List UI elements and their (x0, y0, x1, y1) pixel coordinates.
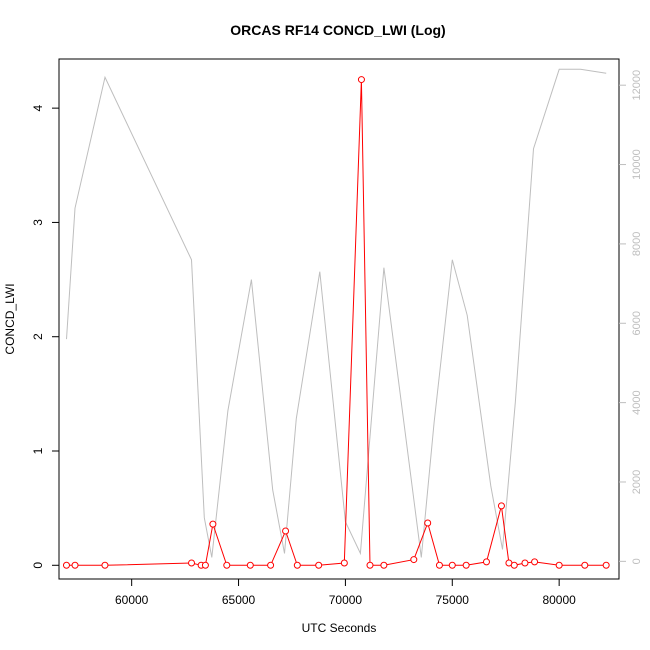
x-tick-label-1: 65000 (222, 593, 256, 607)
y-axis-right: 0 2000 4000 6000 8000 10000 12000 (619, 70, 643, 564)
y-right-tick-label-4: 8000 (631, 232, 643, 256)
y-tick-label-0: 0 (31, 562, 45, 569)
x-axis: 60000 65000 70000 75000 80000 (115, 579, 576, 607)
y-right-tick-label-6: 12000 (631, 70, 643, 101)
data-point-23 (497, 502, 505, 510)
y-tick-label-3: 3 (31, 219, 45, 226)
right-series-layer (66, 68, 607, 558)
data-point-21 (462, 561, 470, 569)
data-point-8 (246, 561, 254, 569)
y-right-tick-label-1: 2000 (631, 470, 643, 494)
chart-title: ORCAS RF14 CONCD_LWI (Log) (230, 22, 445, 38)
data-point-30 (602, 561, 610, 569)
y-tick-label-1: 1 (31, 447, 45, 454)
data-point-0 (62, 561, 70, 569)
data-point-19 (435, 561, 443, 569)
data-point-7 (223, 561, 231, 569)
data-point-6 (209, 520, 217, 528)
data-point-9 (267, 561, 275, 569)
data-point-18 (424, 519, 432, 527)
plot-frame (58, 58, 620, 580)
data-point-12 (315, 561, 323, 569)
x-axis-label: UTC Seconds (302, 621, 377, 635)
data-point-25 (510, 561, 518, 569)
x-tick-label-3: 75000 (436, 593, 470, 607)
data-point-15 (366, 561, 374, 569)
x-tick-label-0: 60000 (115, 593, 149, 607)
data-point-13 (340, 559, 348, 567)
y-tick-label-4: 4 (31, 104, 45, 111)
y-tick-label-2: 2 (31, 333, 45, 340)
series-line-left (66, 79, 607, 566)
data-point-3 (188, 559, 196, 567)
series-line-right (66, 68, 607, 558)
y-axis-left: 0 1 2 3 4 (31, 104, 59, 569)
y-right-tick-label-0: 0 (631, 558, 643, 564)
data-point-27 (531, 558, 539, 566)
x-tick-label-2: 70000 (329, 593, 363, 607)
y-axis-label: CONCD_LWI (3, 283, 17, 354)
data-point-22 (482, 558, 490, 566)
data-point-2 (101, 561, 109, 569)
data-point-20 (448, 561, 456, 569)
data-point-26 (521, 559, 529, 567)
data-point-11 (293, 561, 301, 569)
data-point-5 (201, 561, 209, 569)
data-point-29 (581, 561, 589, 569)
data-point-17 (410, 556, 418, 564)
data-point-14 (357, 76, 365, 84)
y-right-tick-label-2: 4000 (631, 390, 643, 414)
data-point-28 (555, 561, 563, 569)
data-point-16 (380, 561, 388, 569)
data-point-10 (282, 527, 290, 535)
x-tick-label-4: 80000 (542, 593, 576, 607)
y-right-tick-label-3: 6000 (631, 311, 643, 335)
data-point-1 (71, 561, 79, 569)
y-right-tick-label-5: 10000 (631, 149, 643, 180)
left-series-layer (62, 76, 610, 569)
